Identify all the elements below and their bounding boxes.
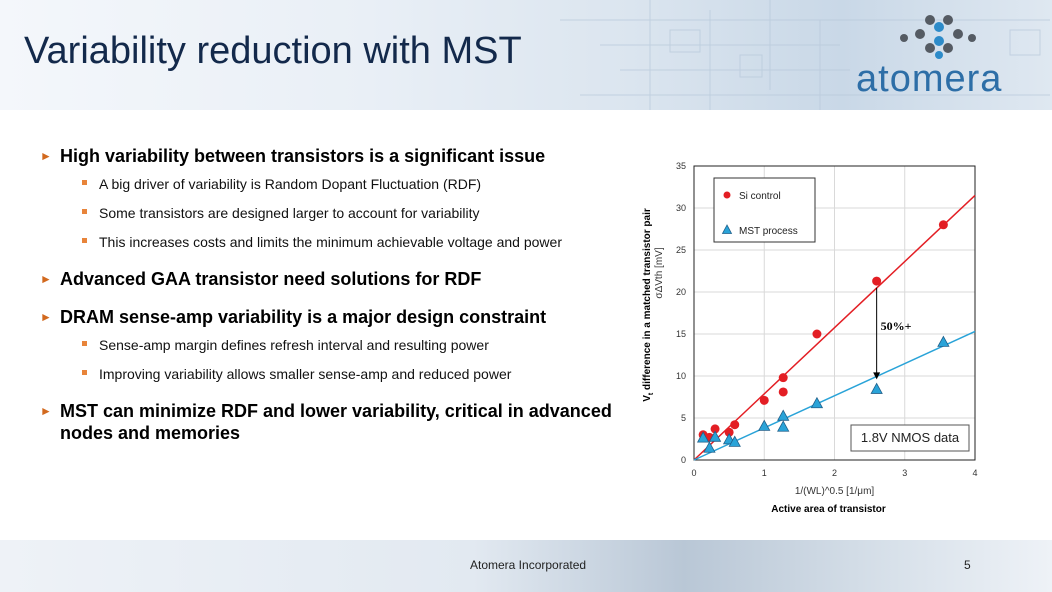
sub-bullet: This increases costs and limits the mini… <box>40 233 630 251</box>
arrow-head-icon <box>873 372 881 380</box>
y-outer-subscript: t <box>648 392 655 395</box>
footer-banner <box>0 540 1052 592</box>
data-point-mst-process <box>703 441 716 453</box>
legend-marker-mst-process <box>721 224 733 234</box>
y-tick-label: 35 <box>676 161 686 171</box>
bullet-2: ► Advanced GAA transistor need solutions … <box>40 268 630 290</box>
data-point-mst-process <box>870 382 883 394</box>
data-point-mst-process <box>777 420 790 432</box>
bullet-2-text: Advanced GAA transistor need solutions f… <box>60 269 482 289</box>
y-axis-outer-label: Vt difference in a matched transistor pa… <box>642 208 655 402</box>
atomera-logo-icon <box>900 15 976 59</box>
logo-wordmark: atomera <box>856 58 1003 100</box>
slide-title: Variability reduction with MST <box>24 30 522 72</box>
arrow-icon: ► <box>40 404 52 418</box>
data-point-si-control <box>778 387 788 397</box>
page-number: 5 <box>964 558 971 572</box>
data-point-mst-process <box>708 430 722 442</box>
y-tick-label: 15 <box>676 329 686 339</box>
y-outer-prefix: V <box>642 395 653 402</box>
arrow-icon: ► <box>40 310 52 324</box>
data-point-mst-process <box>728 435 741 447</box>
y-tick-label: 20 <box>676 287 686 297</box>
footer-company: Atomera Incorporated <box>470 558 587 572</box>
sub-bullet: A big driver of variability is Random Do… <box>40 175 630 193</box>
bullet-4-text: MST can minimize RDF and lower variabili… <box>60 401 612 443</box>
data-point-si-control <box>812 329 822 339</box>
x-tick-label: 1 <box>762 468 767 478</box>
reduction-label: 50%+ <box>881 319 912 333</box>
data-point-si-control <box>778 373 788 383</box>
data-point-si-control <box>724 427 734 437</box>
bullet-3-text: DRAM sense-amp variability is a major de… <box>60 307 547 327</box>
arrow-icon: ► <box>40 272 52 286</box>
plot-frame <box>693 165 976 461</box>
bullet-1-text: High variability between transistors is … <box>60 146 546 166</box>
x-tick-label: 0 <box>691 468 696 478</box>
data-point-mst-process <box>777 409 790 421</box>
sub-bullet: Improving variability allows smaller sen… <box>40 365 630 383</box>
sub-bullet-text: Some transistors are designed larger to … <box>99 205 480 221</box>
x-axis-outer-label: Active area of transistor <box>771 504 886 515</box>
y-tick-label: 25 <box>676 245 686 255</box>
y-tick-label: 5 <box>681 413 686 423</box>
data-point-mst-process <box>810 396 824 409</box>
sub-bullet-text: Sense-amp margin defines refresh interva… <box>99 337 489 353</box>
bullet-4: ► MST can minimize RDF and lower variabil… <box>40 400 630 444</box>
square-bullet-icon <box>82 180 87 185</box>
x-axis-label: 1/(WL)^0.5 [1/μm] <box>795 486 875 497</box>
fit-line-mst-process <box>693 330 976 461</box>
sub-bullet: Some transistors are designed larger to … <box>40 204 630 222</box>
x-tick-label: 2 <box>832 468 837 478</box>
data-point-mst-process <box>696 431 710 443</box>
y-outer-rest: difference in a matched transistor pair <box>642 208 653 393</box>
circuit-background <box>560 0 1050 110</box>
bullet-3: ► DRAM sense-amp variability is a major d… <box>40 306 630 328</box>
bullet-1: ► High variability between transistors is… <box>40 145 630 167</box>
sub-bullet: Sense-amp margin defines refresh interva… <box>40 336 630 354</box>
square-bullet-icon <box>82 238 87 243</box>
x-tick-label: 4 <box>972 468 977 478</box>
data-point-si-control <box>710 424 720 434</box>
legend-box <box>713 177 816 243</box>
y-tick-label: 10 <box>676 371 686 381</box>
fit-line-si-control <box>693 194 976 461</box>
data-point-mst-process <box>758 419 771 431</box>
data-point-si-control <box>872 276 882 286</box>
data-point-mst-process <box>937 335 950 347</box>
square-bullet-icon <box>82 370 87 375</box>
square-bullet-icon <box>82 341 87 346</box>
sub-bullet-text: Improving variability allows smaller sen… <box>99 366 512 382</box>
data-point-si-control <box>938 220 948 230</box>
bullet-list: ► High variability between transistors is… <box>40 145 630 452</box>
square-bullet-icon <box>82 209 87 214</box>
legend-marker-si-control <box>723 191 731 199</box>
y-tick-label: 30 <box>676 203 686 213</box>
x-tick-label: 3 <box>902 468 907 478</box>
legend-label: MST process <box>739 226 798 237</box>
legend-label: Si control <box>739 191 781 202</box>
sub-bullet-text: This increases costs and limits the mini… <box>99 234 562 250</box>
y-tick-label: 0 <box>681 455 686 465</box>
y-axis-label: σΔVth [mV] <box>654 247 665 298</box>
data-note-label: 1.8V NMOS data <box>861 430 960 445</box>
arrow-icon: ► <box>40 149 52 163</box>
data-note-box <box>850 424 970 452</box>
data-point-si-control <box>759 395 769 405</box>
sub-bullet-text: A big driver of variability is Random Do… <box>99 176 482 192</box>
data-point-si-control <box>730 420 740 430</box>
header-banner <box>0 0 1052 110</box>
variability-chart: 0 5 10 15 20 25 30 35 0 1 2 3 4 Si control MST proces… <box>642 161 978 515</box>
